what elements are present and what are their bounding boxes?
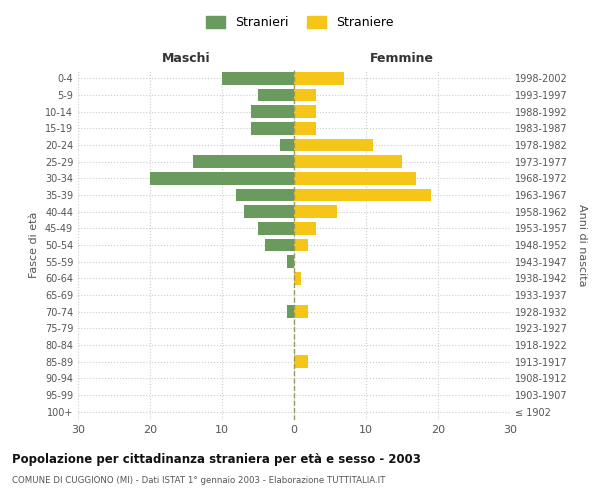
Bar: [294, 89, 316, 101]
Bar: [294, 156, 402, 168]
Bar: [251, 122, 294, 134]
Bar: [294, 206, 337, 218]
Bar: [294, 188, 431, 201]
Bar: [294, 72, 344, 85]
Legend: Stranieri, Straniere: Stranieri, Straniere: [202, 11, 398, 34]
Bar: [294, 272, 301, 284]
Bar: [236, 188, 294, 201]
Bar: [294, 122, 316, 134]
Bar: [294, 172, 416, 184]
Bar: [287, 256, 294, 268]
Bar: [294, 306, 308, 318]
Bar: [258, 222, 294, 234]
Bar: [280, 138, 294, 151]
Bar: [265, 239, 294, 251]
Bar: [193, 156, 294, 168]
Bar: [222, 72, 294, 85]
Text: Popolazione per cittadinanza straniera per età e sesso - 2003: Popolazione per cittadinanza straniera p…: [12, 452, 421, 466]
Text: COMUNE DI CUGGIONO (MI) - Dati ISTAT 1° gennaio 2003 - Elaborazione TUTTITALIA.I: COMUNE DI CUGGIONO (MI) - Dati ISTAT 1° …: [12, 476, 385, 485]
Text: Femmine: Femmine: [370, 52, 434, 65]
Bar: [294, 106, 316, 118]
Y-axis label: Anni di nascita: Anni di nascita: [577, 204, 587, 286]
Text: Maschi: Maschi: [161, 52, 211, 65]
Bar: [244, 206, 294, 218]
Bar: [251, 106, 294, 118]
Bar: [258, 89, 294, 101]
Bar: [294, 138, 373, 151]
Bar: [294, 356, 308, 368]
Y-axis label: Fasce di età: Fasce di età: [29, 212, 39, 278]
Bar: [287, 306, 294, 318]
Bar: [294, 222, 316, 234]
Bar: [150, 172, 294, 184]
Bar: [294, 239, 308, 251]
